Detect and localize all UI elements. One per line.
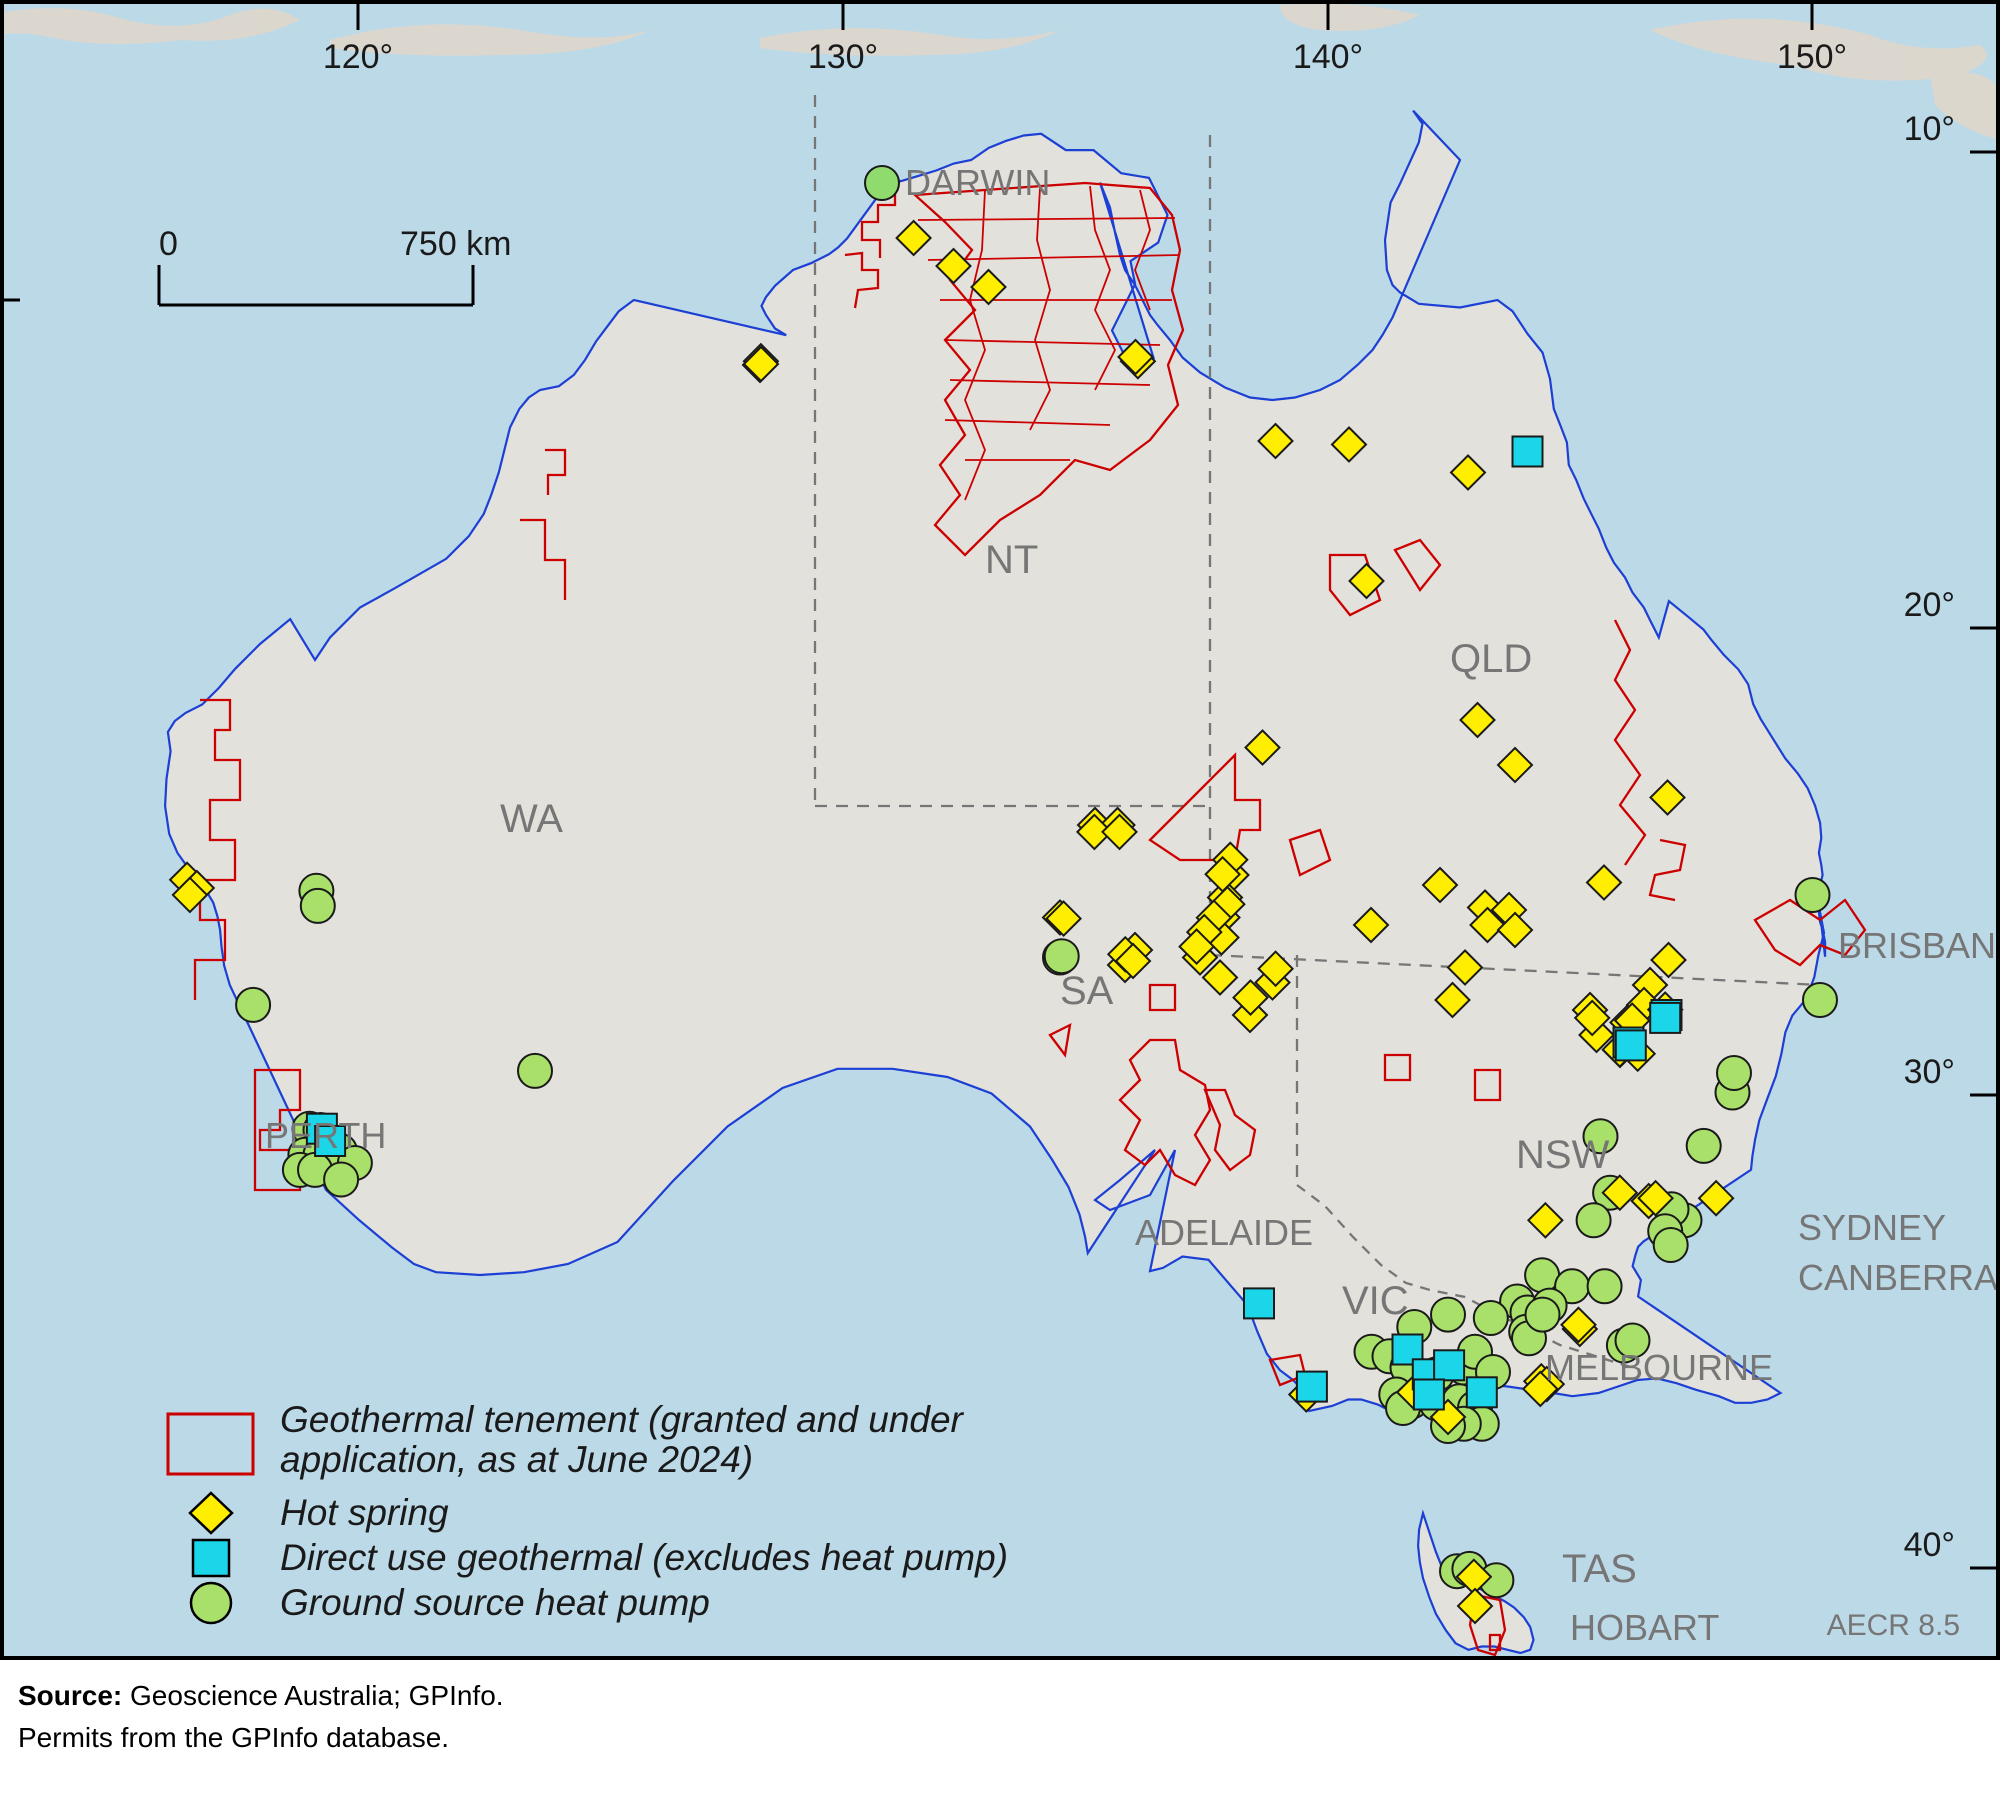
svg-text:10°: 10°: [1904, 110, 1955, 148]
svg-text:40°: 40°: [1904, 1526, 1955, 1564]
svg-text:150°: 150°: [1777, 38, 1847, 76]
svg-text:140°: 140°: [1293, 38, 1363, 76]
svg-text:WA: WA: [500, 797, 563, 841]
svg-text:0: 0: [159, 225, 178, 263]
svg-text:MELBOURNE: MELBOURNE: [1545, 1347, 1773, 1388]
svg-text:SA: SA: [1060, 969, 1114, 1013]
svg-text:AECR 8.5: AECR 8.5: [1827, 1609, 1960, 1642]
svg-text:SYDNEY: SYDNEY: [1798, 1207, 1946, 1248]
svg-text:TAS: TAS: [1562, 1547, 1637, 1591]
svg-text:ADELAIDE: ADELAIDE: [1135, 1212, 1313, 1253]
svg-text:Geothermal tenement (granted a: Geothermal tenement (granted and under: [280, 1399, 965, 1440]
svg-text:Hot spring: Hot spring: [280, 1492, 449, 1533]
svg-text:750 km: 750 km: [400, 225, 512, 263]
svg-text:30°: 30°: [1904, 1053, 1955, 1091]
svg-text:CANBERRA, ACT: CANBERRA, ACT: [1798, 1257, 2000, 1298]
svg-text:Direct use geothermal (exclude: Direct use geothermal (excludes heat pum…: [280, 1537, 1008, 1578]
svg-text:NT: NT: [985, 538, 1038, 582]
svg-text:application, as at June 2024): application, as at June 2024): [280, 1439, 753, 1480]
svg-text:Ground source heat pump: Ground source heat pump: [280, 1582, 710, 1623]
svg-text:120°: 120°: [323, 38, 393, 76]
svg-text:DARWIN: DARWIN: [905, 162, 1050, 203]
svg-text:130°: 130°: [808, 38, 878, 76]
svg-text:20°: 20°: [1904, 586, 1955, 624]
svg-text:HOBART: HOBART: [1570, 1607, 1719, 1648]
svg-text:NSW: NSW: [1516, 1133, 1610, 1177]
svg-text:VIC: VIC: [1342, 1279, 1409, 1323]
svg-text:PERTH: PERTH: [265, 1115, 386, 1156]
svg-text:QLD: QLD: [1450, 637, 1532, 681]
svg-text:BRISBANE: BRISBANE: [1838, 925, 2000, 966]
